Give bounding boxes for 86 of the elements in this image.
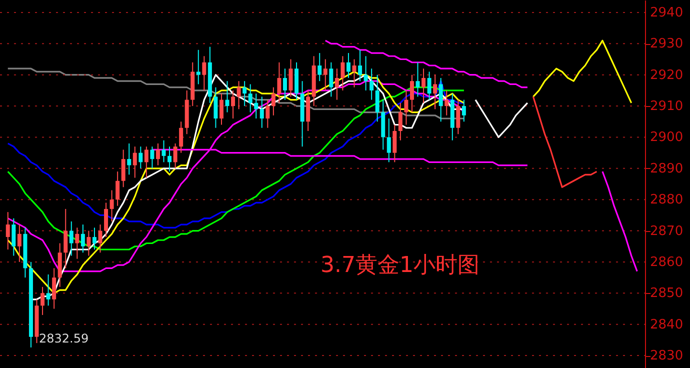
candlestick	[416, 62, 420, 98]
candlestick	[340, 56, 345, 91]
candlestick	[266, 99, 270, 128]
candlestick	[242, 80, 247, 107]
candlestick	[260, 96, 264, 128]
candlestick	[422, 68, 426, 104]
candlestick	[214, 86, 218, 128]
candlestick	[144, 146, 148, 178]
candlestick	[52, 268, 56, 310]
candlestick	[386, 118, 391, 163]
candlestick	[98, 224, 102, 254]
candlestick	[168, 146, 172, 172]
candlestick	[17, 224, 22, 262]
candlestick	[75, 227, 80, 260]
candlestick	[156, 142, 160, 166]
annotation: 2832.59	[38, 331, 89, 346]
y-tick-label: 2870	[650, 224, 684, 239]
candlestick	[236, 80, 241, 110]
y-tick-label: 2910	[650, 99, 684, 114]
candlestick	[358, 49, 362, 82]
annotation: 3.7黄金1小时图	[320, 253, 480, 278]
candlestick	[196, 49, 200, 85]
candlestick	[104, 202, 108, 238]
candlestick	[6, 212, 10, 250]
y-tick-label: 2900	[650, 130, 684, 146]
candlestick	[162, 140, 166, 163]
candlestick	[329, 62, 334, 98]
y-tick-label: 2940	[650, 5, 684, 20]
candlestick	[444, 90, 449, 116]
candlestick	[40, 286, 45, 316]
y-tick-label: 2920	[650, 68, 684, 83]
y-tick-label: 2840	[650, 317, 684, 332]
candlestick	[288, 58, 293, 98]
candlestick	[46, 274, 50, 306]
line-series	[532, 96, 598, 188]
line-series	[532, 40, 632, 104]
candlestick	[132, 146, 137, 178]
candlestick	[433, 74, 438, 110]
candlestick	[138, 146, 143, 169]
candlestick	[271, 86, 276, 116]
line-series	[324, 40, 528, 88]
candlestick	[202, 56, 206, 91]
candlestick	[231, 90, 236, 120]
candlestick	[398, 102, 402, 141]
candlestick	[364, 56, 368, 91]
candlestick	[69, 220, 74, 256]
y-tick-label: 2930	[650, 36, 684, 52]
candlestick	[80, 224, 85, 254]
candlestick	[392, 124, 397, 163]
line-series	[474, 98, 528, 138]
candlestick	[116, 171, 120, 206]
candlestick	[92, 227, 96, 250]
candlestick	[282, 68, 287, 100]
y-tick-label: 2850	[650, 286, 684, 302]
candlestick	[64, 208, 68, 269]
candlestick	[346, 52, 350, 78]
y-tick-label: 2890	[650, 161, 684, 176]
candlestick	[179, 121, 184, 154]
candlestick	[254, 93, 258, 120]
candlestick	[438, 77, 443, 122]
candlestick	[427, 71, 432, 100]
candlestick	[277, 62, 282, 104]
candlestick	[410, 74, 414, 113]
candlestick	[404, 90, 408, 126]
candlestick	[370, 68, 374, 100]
candlestick	[150, 146, 154, 169]
candlestick	[86, 230, 91, 256]
candlestick	[334, 68, 339, 100]
candlestick	[318, 52, 322, 82]
candlestick	[127, 142, 132, 176]
candlestick	[248, 84, 252, 113]
candlestick	[12, 218, 16, 256]
line-series	[602, 170, 638, 272]
candlestick	[456, 99, 460, 135]
candlestick	[323, 58, 328, 91]
candlestick	[462, 99, 466, 122]
candlestick	[225, 80, 230, 113]
candlestick	[352, 58, 356, 88]
y-tick-label: 2880	[650, 192, 684, 208]
candlestick	[121, 149, 126, 188]
candlestick	[375, 74, 380, 122]
candlestick	[110, 190, 114, 222]
y-tick-label: 2830	[650, 348, 684, 364]
candlestick	[173, 142, 178, 169]
candlestick	[219, 93, 224, 126]
y-tick-label: 2860	[650, 254, 684, 270]
